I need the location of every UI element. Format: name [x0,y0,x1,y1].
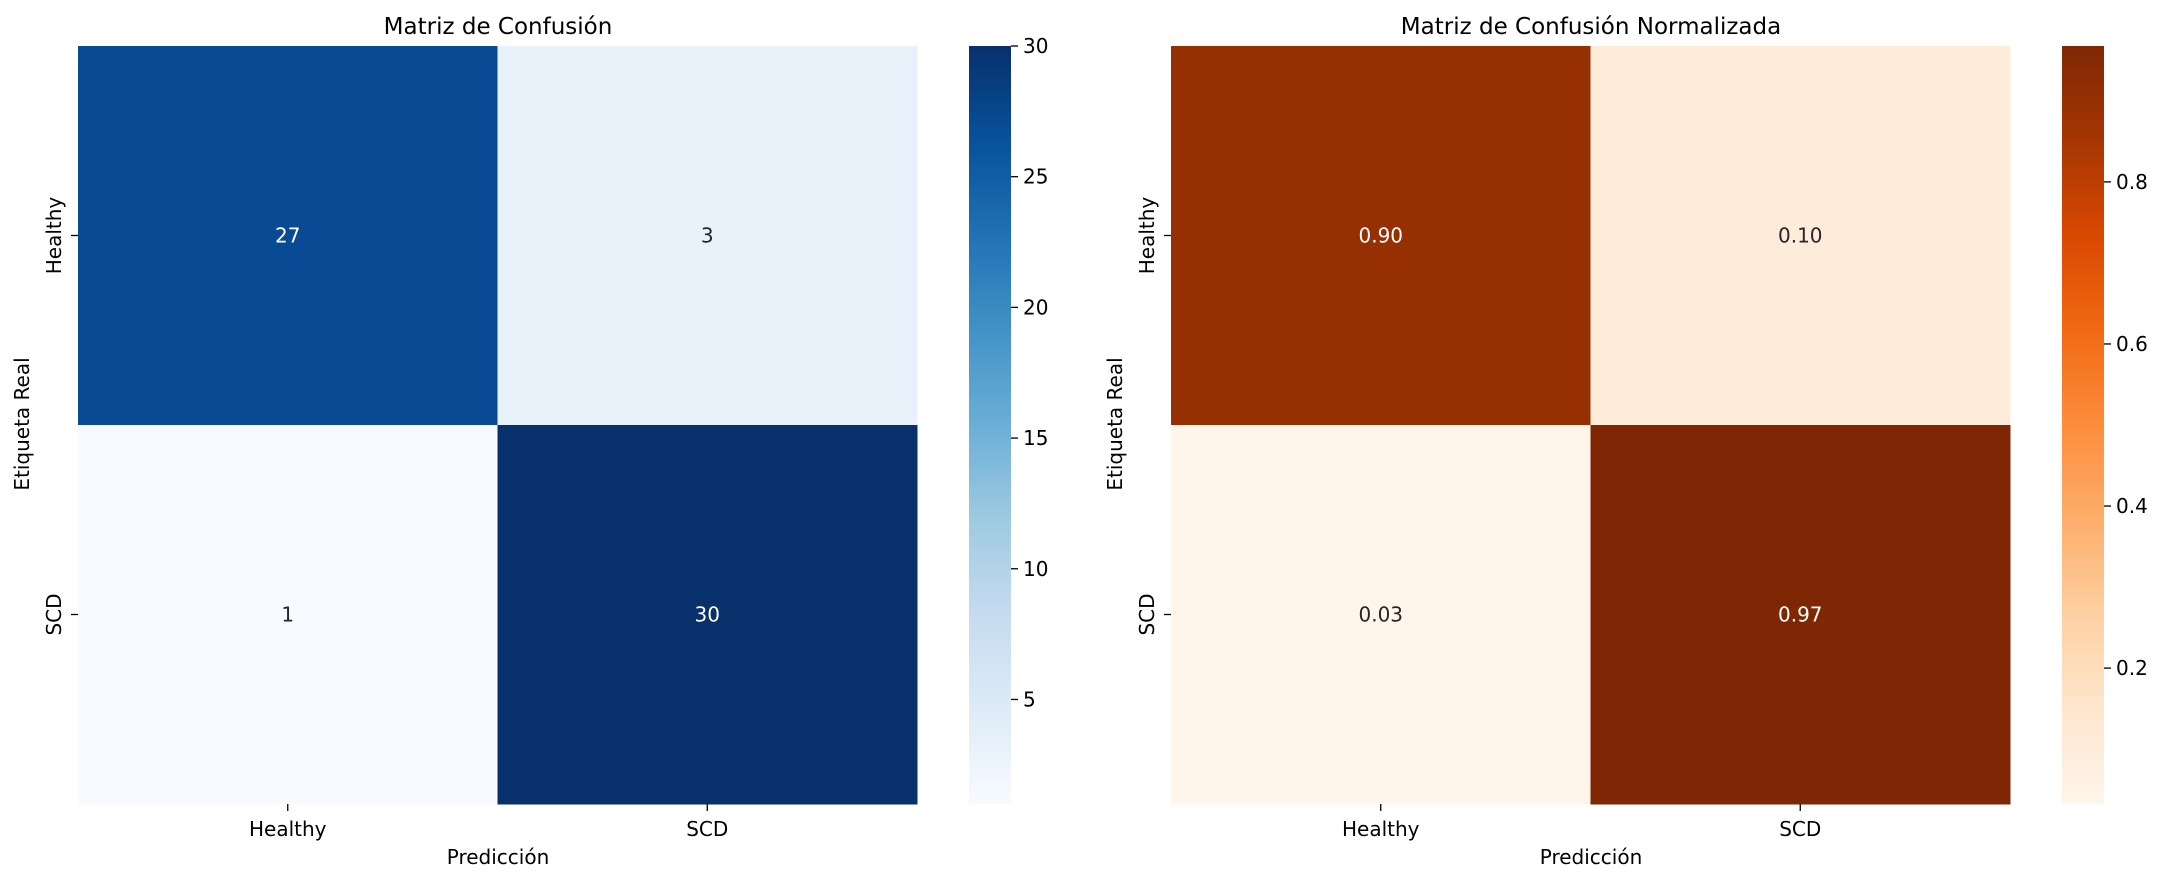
x-axis-ticks: Healthy SCD [249,804,728,841]
heatmap-cells: 0.90 0.10 0.03 0.97 [1171,46,2011,805]
cell-value-label: 0.97 [1778,603,1823,627]
colorbar-tick-label: 0.8 [2116,170,2148,194]
colorbar-tick-label: 15 [1023,426,1048,450]
heatmap-cell [1171,46,1591,426]
y-tick-label: SCD [42,593,66,635]
x-tick-label: SCD [1779,817,1821,841]
y-axis-ticks: Healthy SCD [42,197,78,636]
chart-title: Matriz de Confusión [384,14,613,40]
colorbar: 0.2 0.4 0.6 0.8 [2062,46,2148,804]
x-tick-label: SCD [686,817,728,841]
x-tick-label: Healthy [249,817,327,841]
cell-value-label: 0.10 [1778,224,1823,248]
colorbar-tick-label: 0.4 [2116,494,2148,518]
colorbar-tick-label: 20 [1023,295,1048,319]
cell-value-label: 0.90 [1358,224,1403,248]
colorbar: 5 10 15 20 25 30 [969,34,1048,804]
cell-value-label: 27 [275,224,300,248]
x-axis-ticks: Healthy SCD [1342,804,1821,841]
y-axis-label: Etiqueta Real [1103,357,1127,490]
heatmap-cell [1171,425,1591,805]
colorbar-gradient [2062,46,2104,804]
heatmap-cell [497,46,918,426]
x-tick-label: Healthy [1342,817,1420,841]
heatmap-cell [1590,425,2011,805]
cell-value-label: 30 [695,603,720,627]
chart-title: Matriz de Confusión Normalizada [1401,14,1781,40]
colorbar-tick-label: 0.2 [2116,656,2148,680]
colorbar-tick-label: 0.6 [2116,332,2148,356]
colorbar-gradient [969,46,1011,804]
heatmap-cells: 27 3 1 30 [78,46,918,805]
colorbar-tick-label: 5 [1023,687,1036,711]
cell-value-label: 1 [281,603,294,627]
heatmap-cell [78,425,498,805]
y-tick-label: SCD [1135,593,1159,635]
colorbar-tick-label: 30 [1023,34,1048,58]
y-axis-label: Etiqueta Real [10,357,34,490]
normalized-confusion-matrix-panel: Matriz de Confusión Normalizada Predicci… [1103,14,2148,869]
y-axis-ticks: Healthy SCD [1135,197,1171,636]
y-tick-label: Healthy [42,197,66,275]
heatmap-cell [1590,46,2011,426]
cell-value-label: 0.03 [1358,603,1403,627]
x-axis-label: Predicción [447,845,550,869]
heatmap-cell [497,425,918,805]
y-tick-label: Healthy [1135,197,1159,275]
cell-value-label: 3 [701,224,714,248]
colorbar-tick-label: 10 [1023,557,1048,581]
confusion-matrix-panel: Matriz de Confusión Predicción Etiqueta … [10,14,1048,869]
colorbar-tick-label: 25 [1023,165,1048,189]
heatmap-cell [78,46,498,426]
x-axis-label: Predicción [1540,845,1643,869]
